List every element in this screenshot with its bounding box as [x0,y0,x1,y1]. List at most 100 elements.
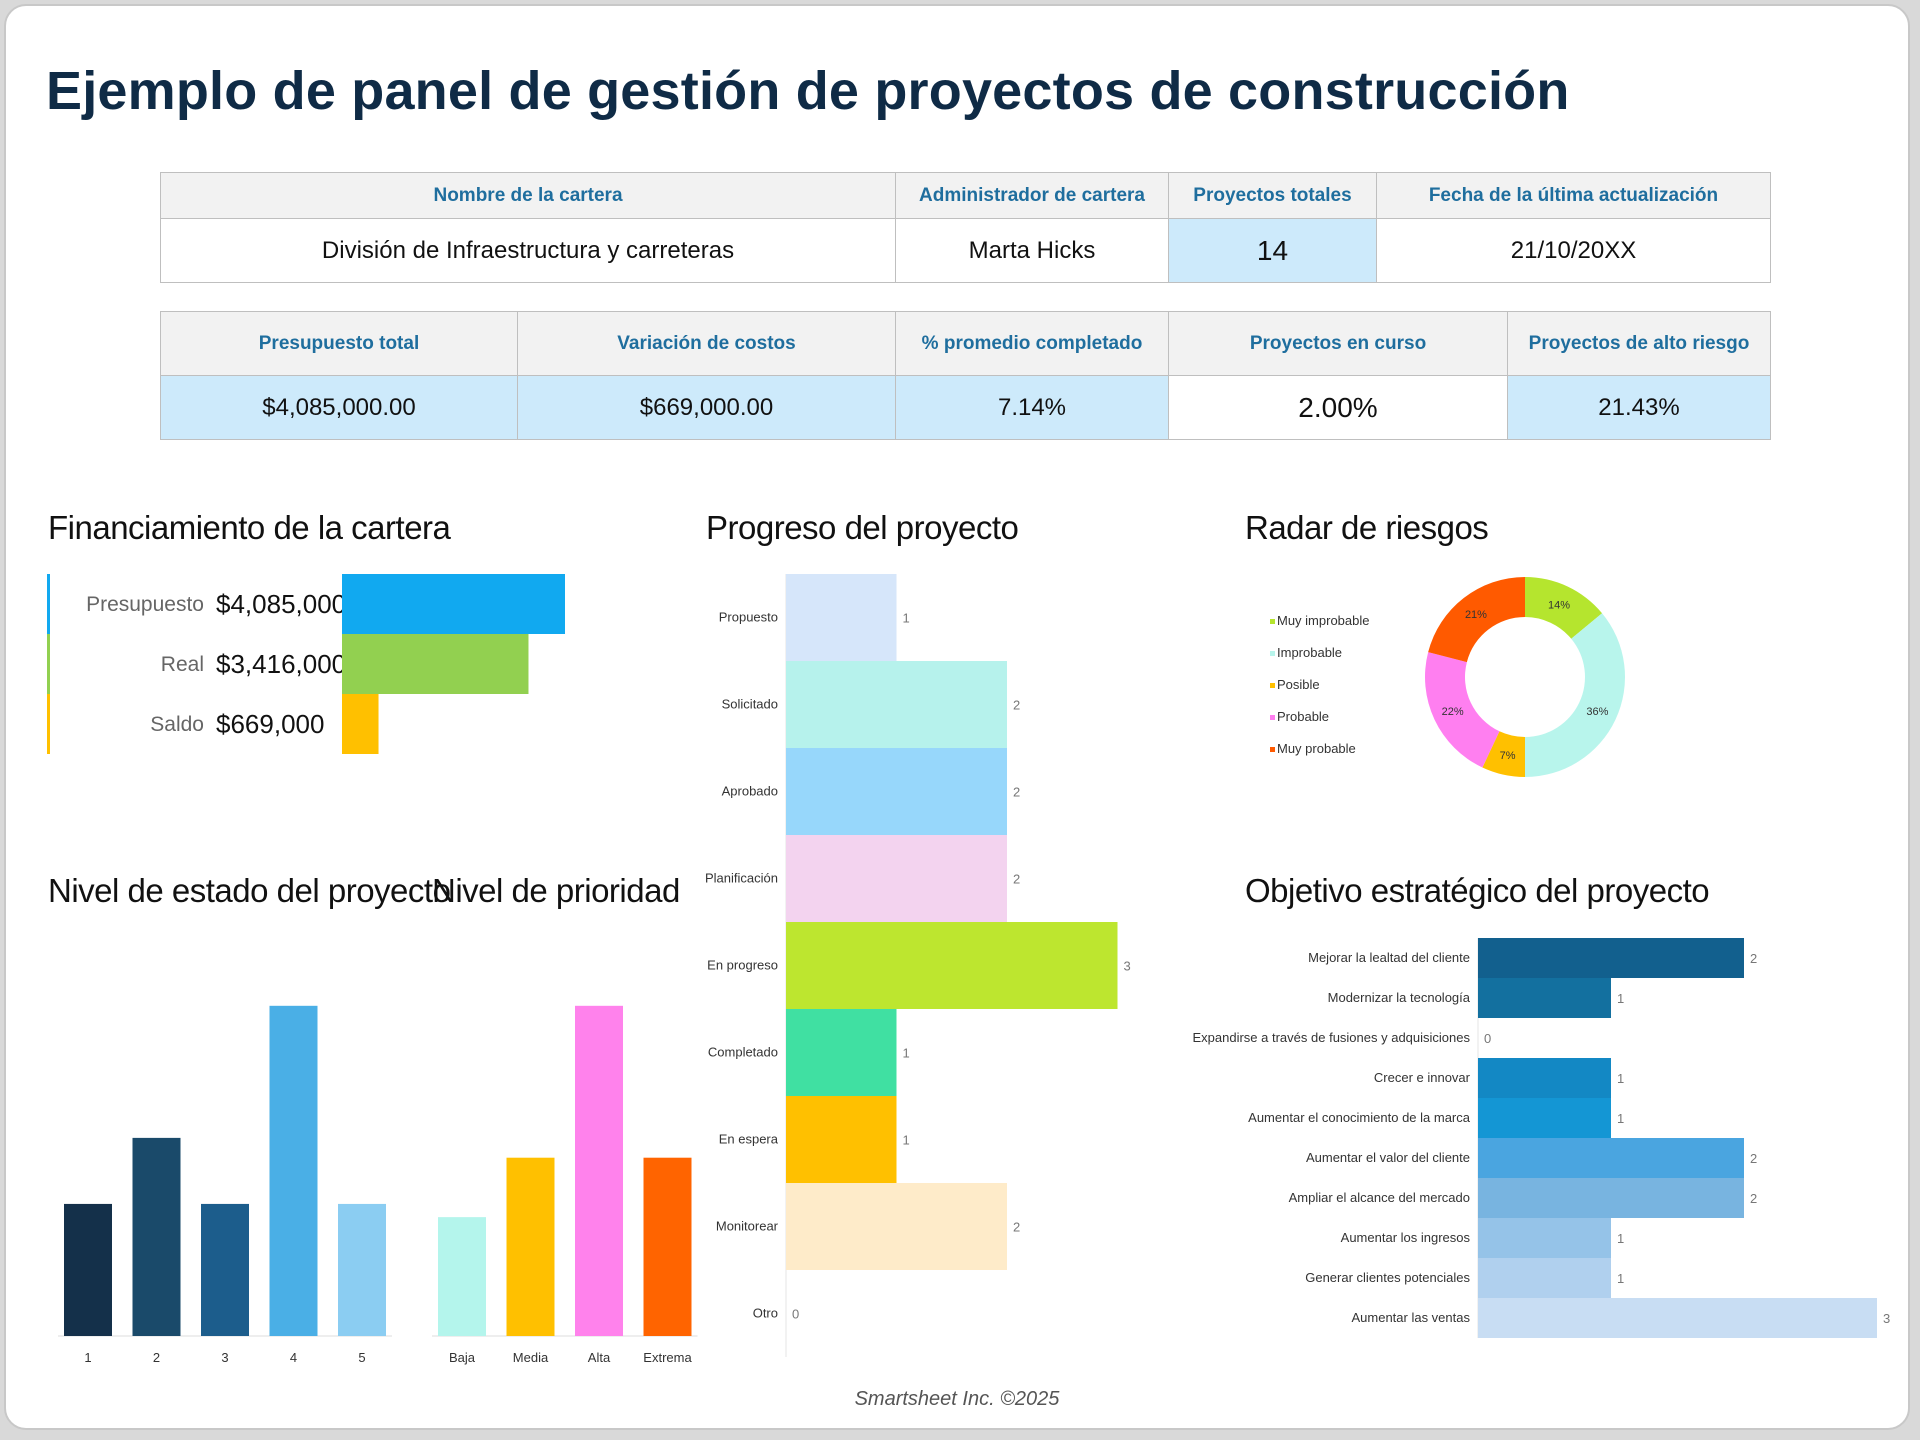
progress-bar-en-espera [786,1096,897,1183]
priority-bar-media [506,1157,555,1336]
risk-slice-muy-improbable [1525,577,1603,639]
risk-slice-muy-probable [1428,577,1525,663]
objective-value-expandirse-a-traves-de-fusiones-y-adquisiciones: 0 [1484,1031,1491,1046]
progress-value-en-progreso: 3 [1124,959,1131,974]
priority-label-alta: Alta [588,1350,611,1365]
objective-bar-aumentar-el-valor-del-cliente [1478,1138,1744,1178]
priority-chart-title: Nivel de prioridad [432,872,680,909]
status-bar-2 [132,1137,181,1336]
progress-bar-solicitado [786,661,1007,748]
status-label-2: 2 [153,1350,160,1365]
risk-legend-swatch-muy-improbable [1270,619,1275,624]
risk-legend-probable: Probable [1277,709,1329,724]
status-chart-title: Nivel de estado del proyecto [48,872,451,909]
funding-chart-title: Financiamiento de la cartera [48,509,451,546]
priority-bar-baja [438,1217,486,1336]
funding-accent-real [47,634,50,694]
progress-label-planificacion: Planificación [705,871,778,886]
cost-variance-value: $669,000.00 [517,375,896,440]
header-avg-completed: % promedio completado [895,311,1169,376]
progress-label-en-progreso: En progreso [707,958,778,973]
risk-legend-improbable: Improbable [1277,645,1342,660]
objective-value-modernizar-la-tecnologia: 1 [1617,991,1624,1006]
objective-value-aumentar-los-ingresos: 1 [1617,1231,1624,1246]
objective-value-aumentar-el-valor-del-cliente: 2 [1750,1151,1757,1166]
header-portfolio-manager: Administrador de cartera [895,172,1169,219]
progress-chart: Propuesto 1 Solicitado 2 Aprobado 2 Planificac… [705,574,1131,1357]
risk-legend-swatch-probable [1270,715,1275,720]
progress-label-otro: Otro [753,1306,778,1321]
total-projects-value: 14 [1168,218,1377,283]
progress-bar-planificacion [786,835,1007,922]
funding-accent-saldo [47,694,50,754]
progress-label-aprobado: Aprobado [722,784,778,799]
risk-chart-title: Radar de riesgos [1245,509,1489,546]
funding-value-presupuesto: $4,085,000 [216,589,346,619]
progress-bar-completado [786,1009,897,1096]
funding-bar-real [342,634,529,694]
total-budget-value: $4,085,000.00 [160,375,518,440]
progress-value-completado: 1 [903,1046,910,1061]
objective-bar-mejorar-la-lealtad-del-cliente [1478,938,1744,978]
progress-value-planificacion: 2 [1013,872,1020,887]
header-high-risk-projects: Proyectos de alto riesgo [1507,311,1771,376]
status-bar-1 [64,1203,112,1336]
risk-legend-swatch-muy-probable [1270,747,1275,752]
risk-pct-probable: 22% [1442,706,1464,718]
page-title: Ejemplo de panel de gestión de proyectos… [46,61,1570,121]
status-bar-5 [338,1203,386,1336]
progress-value-en-espera: 1 [903,1133,910,1148]
objective-bar-crecer-e-innovar [1478,1058,1611,1098]
progress-label-solicitado: Solicitado [722,697,778,712]
status-bar-4 [269,1005,318,1336]
portfolio-info-table: Nombre de la cartera Administrador de ca… [160,172,1771,283]
header-projects-in-progress: Proyectos en curso [1168,311,1508,376]
risk-pct-muy-improbable: 14% [1548,600,1570,612]
objective-label-aumentar-el-conocimiento-de-la-marca: Aumentar el conocimiento de la marca [1248,1110,1471,1125]
risk-legend-muy-probable: Muy probable [1277,741,1356,756]
status-label-5: 5 [358,1350,365,1365]
header-last-update: Fecha de la última actualización [1376,172,1771,219]
objective-label-ampliar-el-alcance-del-mercado: Ampliar el alcance del mercado [1289,1190,1470,1205]
progress-label-propuesto: Propuesto [719,610,778,625]
risk-legend-muy-improbable: Muy improbable [1277,613,1370,628]
funding-accent-presupuesto [47,574,50,634]
objective-value-aumentar-las-ventas: 3 [1883,1311,1890,1326]
objective-value-aumentar-el-conocimiento-de-la-marca: 1 [1617,1111,1624,1126]
progress-bar-monitorear [786,1183,1007,1270]
priority-chart: Baja Media Alta Extrema [432,1005,698,1365]
avg-completed-value: 7.14% [895,375,1169,440]
status-label-4: 4 [290,1350,297,1365]
objective-label-modernizar-la-tecnologia: Modernizar la tecnología [1328,990,1471,1005]
progress-label-completado: Completado [708,1045,778,1060]
dashboard-frame: Ejemplo de panel de gestión de proyectos… [4,4,1910,1430]
objective-chart: Mejorar la lealtad del cliente 2 Moderniza… [1193,938,1890,1338]
footer-copyright: Smartsheet Inc. ©2025 [854,1388,1060,1410]
progress-value-propuesto: 1 [903,611,910,626]
funding-chart: Presupuesto $4,085,000 Real $3,416,000 Saldo… [47,574,565,754]
header-portfolio-name: Nombre de la cartera [160,172,896,219]
funding-value-real: $3,416,000 [216,649,346,679]
objective-label-expandirse-a-traves-de-fusiones-y-adquisiciones: Expandirse a través de fusiones y adquis… [1193,1030,1471,1045]
progress-value-otro: 0 [792,1307,799,1322]
priority-label-media: Media [513,1350,549,1365]
objective-value-mejorar-la-lealtad-del-cliente: 2 [1750,951,1757,966]
portfolio-manager-value: Marta Hicks [895,218,1169,283]
risk-legend-swatch-improbable [1270,651,1275,656]
status-chart: 1 2 3 4 5 [58,1005,392,1365]
funding-bar-presupuesto [342,574,565,634]
objective-label-aumentar-las-ventas: Aumentar las ventas [1351,1310,1470,1325]
progress-chart-title: Progreso del proyecto [706,509,1019,546]
objective-value-ampliar-el-alcance-del-mercado: 2 [1750,1191,1757,1206]
priority-label-baja: Baja [449,1350,476,1365]
status-label-1: 1 [84,1350,91,1365]
objective-bar-aumentar-las-ventas [1478,1298,1877,1338]
progress-bar-propuesto [786,574,897,661]
objective-bar-modernizar-la-tecnologia [1478,978,1611,1018]
status-label-3: 3 [221,1350,228,1365]
objective-bar-aumentar-el-conocimiento-de-la-marca [1478,1098,1611,1138]
funding-category-real: Real [161,653,204,676]
progress-label-en-espera: En espera [719,1132,779,1147]
priority-bar-alta [575,1005,623,1336]
risk-legend-swatch-posible [1270,683,1275,688]
